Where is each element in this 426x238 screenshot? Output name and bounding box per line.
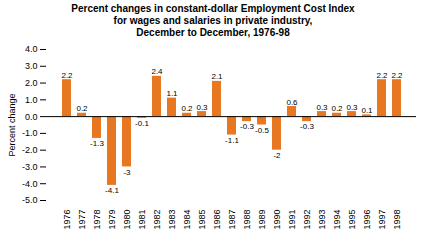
svg-text:-1.0: -1.0 xyxy=(22,128,38,138)
svg-text:-3: -3 xyxy=(123,168,131,177)
svg-text:0.2: 0.2 xyxy=(76,104,88,113)
svg-text:0.6: 0.6 xyxy=(286,98,298,107)
svg-text:1981: 1981 xyxy=(137,210,147,230)
svg-text:1994: 1994 xyxy=(332,210,342,230)
svg-text:0.1: 0.1 xyxy=(361,106,373,115)
svg-text:1976: 1976 xyxy=(62,210,72,230)
svg-text:-0.3: -0.3 xyxy=(240,122,254,131)
svg-text:1.1: 1.1 xyxy=(166,89,178,98)
svg-text:1983: 1983 xyxy=(167,210,177,230)
svg-text:4.0: 4.0 xyxy=(25,44,38,54)
svg-text:1980: 1980 xyxy=(122,210,132,230)
svg-text:1990: 1990 xyxy=(272,210,282,230)
svg-text:-0.1: -0.1 xyxy=(135,119,149,128)
svg-text:1.0: 1.0 xyxy=(25,95,38,105)
svg-text:-1.1: -1.1 xyxy=(225,136,239,145)
svg-text:1985: 1985 xyxy=(197,210,207,230)
svg-text:1993: 1993 xyxy=(317,210,327,230)
svg-text:1984: 1984 xyxy=(182,210,192,230)
svg-text:1987: 1987 xyxy=(227,210,237,230)
svg-text:2.2: 2.2 xyxy=(376,71,388,80)
svg-text:-2.0: -2.0 xyxy=(22,145,38,155)
svg-text:2.1: 2.1 xyxy=(211,72,223,81)
svg-text:0.3: 0.3 xyxy=(316,103,328,112)
svg-text:1977: 1977 xyxy=(77,210,87,230)
svg-text:0.2: 0.2 xyxy=(181,104,193,113)
svg-text:1996: 1996 xyxy=(362,210,372,230)
svg-text:1988: 1988 xyxy=(242,210,252,230)
svg-text:1982: 1982 xyxy=(152,210,162,230)
svg-text:-1.3: -1.3 xyxy=(90,139,104,148)
svg-text:1978: 1978 xyxy=(92,210,102,230)
svg-text:-3.0: -3.0 xyxy=(22,162,38,172)
svg-text:1989: 1989 xyxy=(257,210,267,230)
svg-text:-4.0: -4.0 xyxy=(22,179,38,189)
svg-text:-5.0: -5.0 xyxy=(22,195,38,205)
svg-text:2.4: 2.4 xyxy=(151,67,163,76)
svg-text:2.0: 2.0 xyxy=(25,78,38,88)
svg-text:0.3: 0.3 xyxy=(196,103,208,112)
svg-text:Percent change: Percent change xyxy=(7,93,17,156)
svg-text:1998: 1998 xyxy=(392,210,402,230)
svg-text:1979: 1979 xyxy=(107,210,117,230)
svg-text:-0.3: -0.3 xyxy=(300,122,314,131)
svg-text:3.0: 3.0 xyxy=(25,61,38,71)
svg-text:0.2: 0.2 xyxy=(331,104,343,113)
svg-text:0.3: 0.3 xyxy=(346,103,358,112)
svg-text:0.0: 0.0 xyxy=(25,111,38,121)
svg-text:1992: 1992 xyxy=(302,210,312,230)
svg-text:1997: 1997 xyxy=(377,210,387,230)
svg-text:2.2: 2.2 xyxy=(391,71,403,80)
svg-text:1991: 1991 xyxy=(287,210,297,230)
svg-text:-0.5: -0.5 xyxy=(255,126,269,135)
svg-text:2.2: 2.2 xyxy=(61,71,73,80)
svg-text:-4.1: -4.1 xyxy=(105,186,119,195)
svg-text:1995: 1995 xyxy=(347,210,357,230)
svg-text:-2: -2 xyxy=(273,151,281,160)
svg-text:1986: 1986 xyxy=(212,210,222,230)
html-text:Percent changes in constant-do: Percent changes in constant-dollar Emplo… xyxy=(71,3,355,38)
